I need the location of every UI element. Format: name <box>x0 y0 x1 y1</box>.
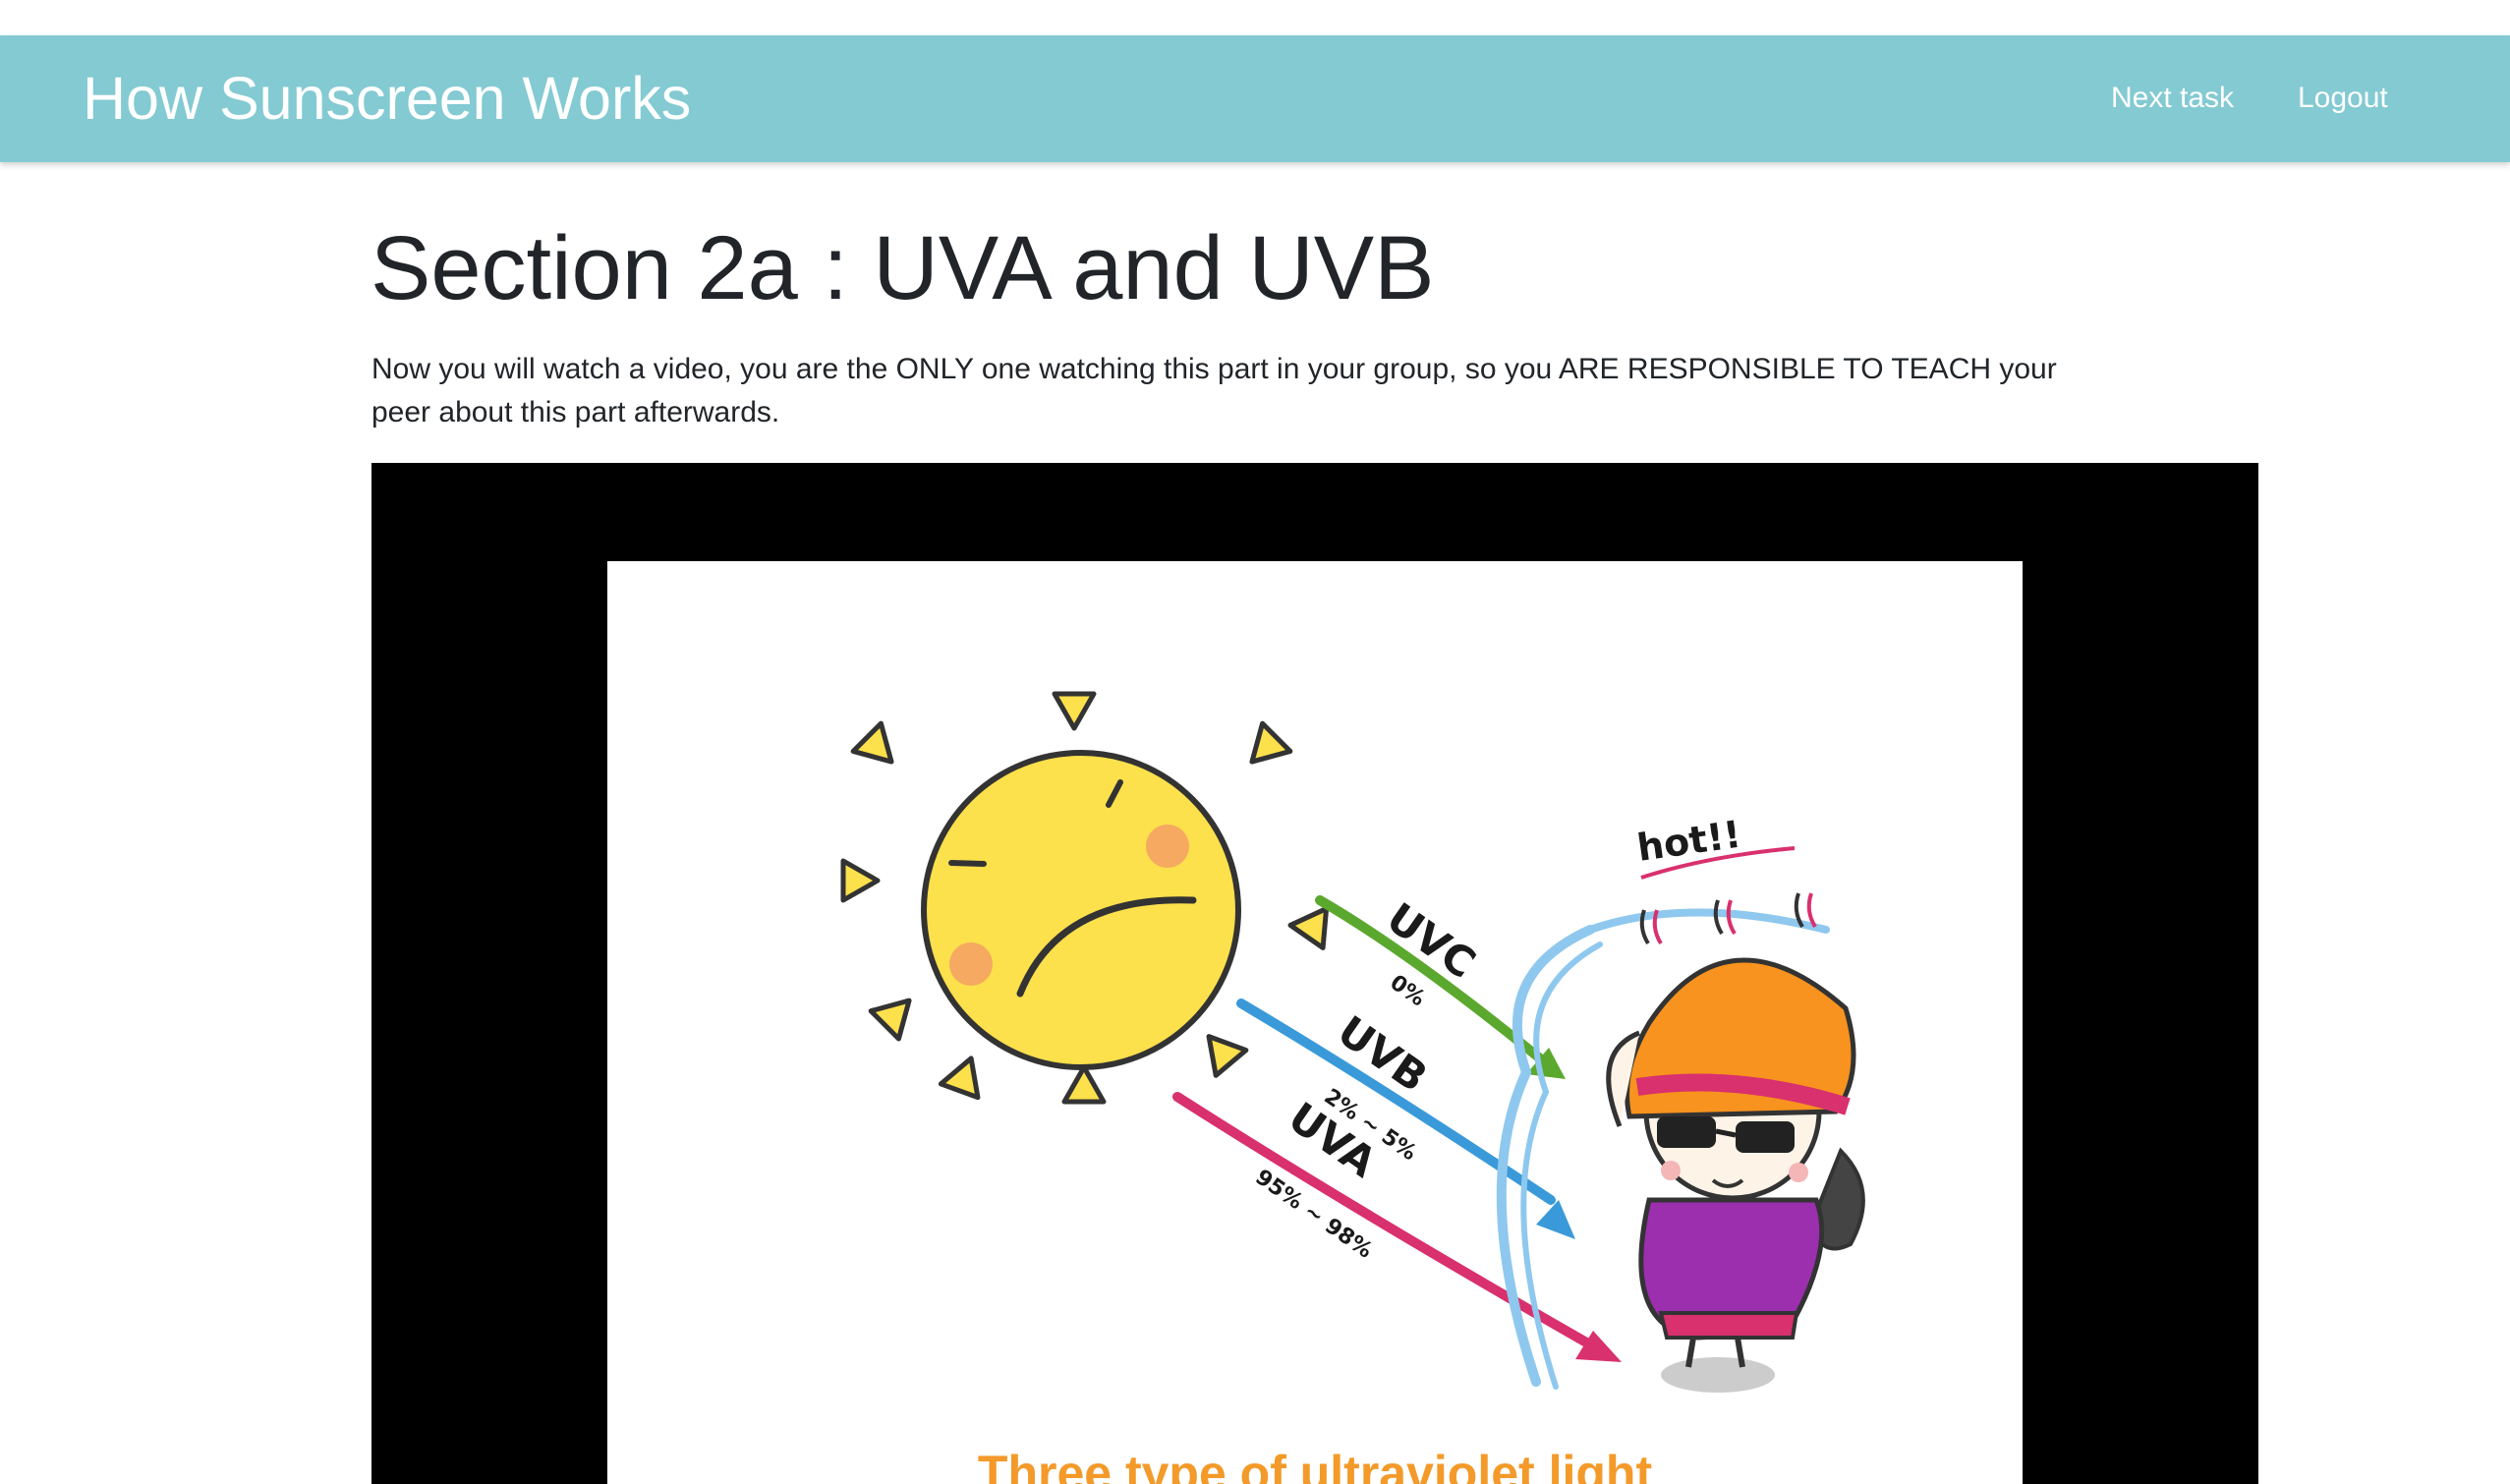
heat-lines-icon <box>1639 892 1817 945</box>
next-task-link[interactable]: Next task <box>2111 82 2235 114</box>
sun-icon <box>921 750 1241 1070</box>
video-caption: Three type of ultraviolet light <box>977 1446 1653 1484</box>
speech-underline <box>1640 846 1796 880</box>
uvc-percent: 0% <box>1386 970 1430 1011</box>
video-player[interactable]: UVC 0% UVB 2% ~ 5% UVA 95% ~ 98% <box>371 463 2258 1484</box>
uv-illustration: UVC 0% UVB 2% ~ 5% UVA 95% ~ 98% <box>840 691 1865 1393</box>
skin-barrier <box>1496 908 1830 1390</box>
page-title: Section 2a : UVA and UVB <box>371 218 1435 318</box>
girl-character-icon <box>1606 957 1865 1393</box>
sun-rays <box>840 691 1330 1105</box>
video-frame: UVC 0% UVB 2% ~ 5% UVA 95% ~ 98% <box>607 561 2023 1484</box>
instructions-text: Now you will watch a video, you are the … <box>371 353 2057 428</box>
top-navbar: How Sunscreen Works Next task Logout <box>0 35 2510 162</box>
speech-text: hot!! <box>1634 813 1743 870</box>
logout-link[interactable]: Logout <box>2298 82 2388 114</box>
brand-link[interactable]: How Sunscreen Works <box>83 65 692 132</box>
